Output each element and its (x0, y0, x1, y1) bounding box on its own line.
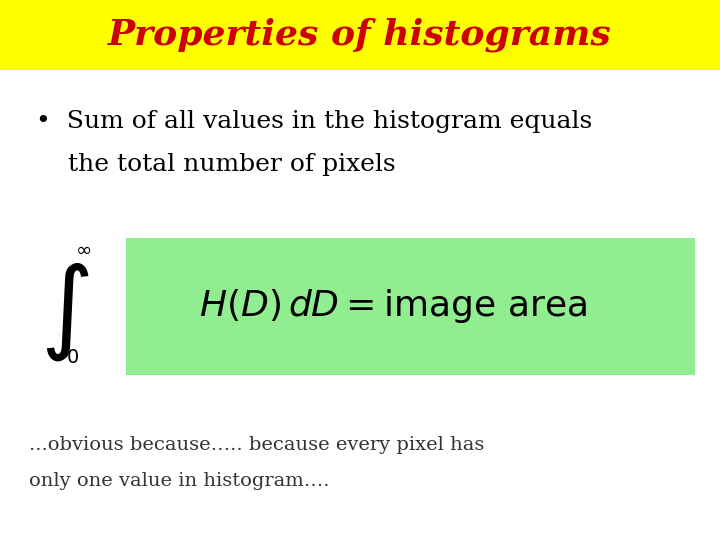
Text: only one value in histogram….: only one value in histogram…. (29, 471, 329, 490)
Text: ...obvious because….. because every pixel has: ...obvious because….. because every pixe… (29, 436, 484, 455)
Text: $\int$: $\int$ (40, 260, 89, 363)
Text: $0$: $0$ (66, 349, 78, 367)
Text: the total number of pixels: the total number of pixels (36, 153, 395, 176)
FancyBboxPatch shape (126, 238, 695, 375)
Text: Properties of histograms: Properties of histograms (108, 18, 612, 52)
Text: $H(D)\,dD = \mathrm{image\ area}$: $H(D)\,dD = \mathrm{image\ area}$ (199, 287, 588, 326)
Text: $\infty$: $\infty$ (75, 241, 91, 259)
FancyBboxPatch shape (0, 0, 720, 70)
Text: •  Sum of all values in the histogram equals: • Sum of all values in the histogram equ… (36, 110, 593, 133)
